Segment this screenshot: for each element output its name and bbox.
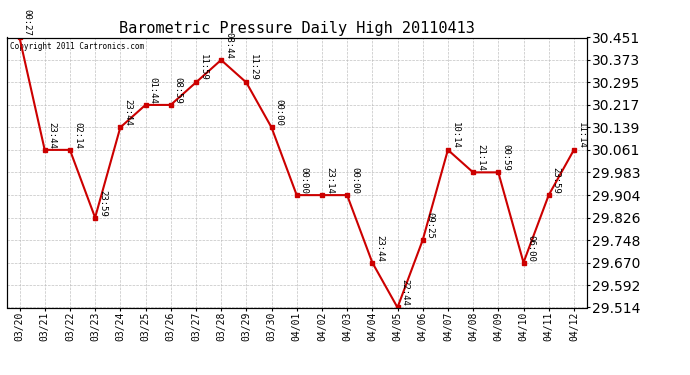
Text: 23:44: 23:44 [375,234,384,261]
Text: 00:00: 00:00 [299,167,308,194]
Text: 02:14: 02:14 [73,122,82,149]
Text: 00:00: 00:00 [275,99,284,126]
Text: 22:44: 22:44 [400,279,410,306]
Text: 23:44: 23:44 [124,99,132,126]
Text: 08:59: 08:59 [174,77,183,104]
Text: 10:14: 10:14 [451,122,460,149]
Text: 08:44: 08:44 [224,32,233,59]
Text: 09:25: 09:25 [426,212,435,239]
Text: 21:14: 21:14 [476,144,485,171]
Text: 01:44: 01:44 [148,77,157,104]
Text: 11:14: 11:14 [577,122,586,149]
Title: Barometric Pressure Daily High 20110413: Barometric Pressure Daily High 20110413 [119,21,475,36]
Text: Copyright 2011 Cartronics.com: Copyright 2011 Cartronics.com [10,42,144,51]
Text: 23:44: 23:44 [48,122,57,149]
Text: 23:14: 23:14 [325,167,334,194]
Text: 00:27: 00:27 [23,9,32,36]
Text: 23:59: 23:59 [552,167,561,194]
Text: 11:59: 11:59 [199,54,208,81]
Text: 00:59: 00:59 [502,144,511,171]
Text: 23:59: 23:59 [98,190,107,216]
Text: 11:29: 11:29 [249,54,258,81]
Text: 06:00: 06:00 [526,234,535,261]
Text: 00:00: 00:00 [350,167,359,194]
